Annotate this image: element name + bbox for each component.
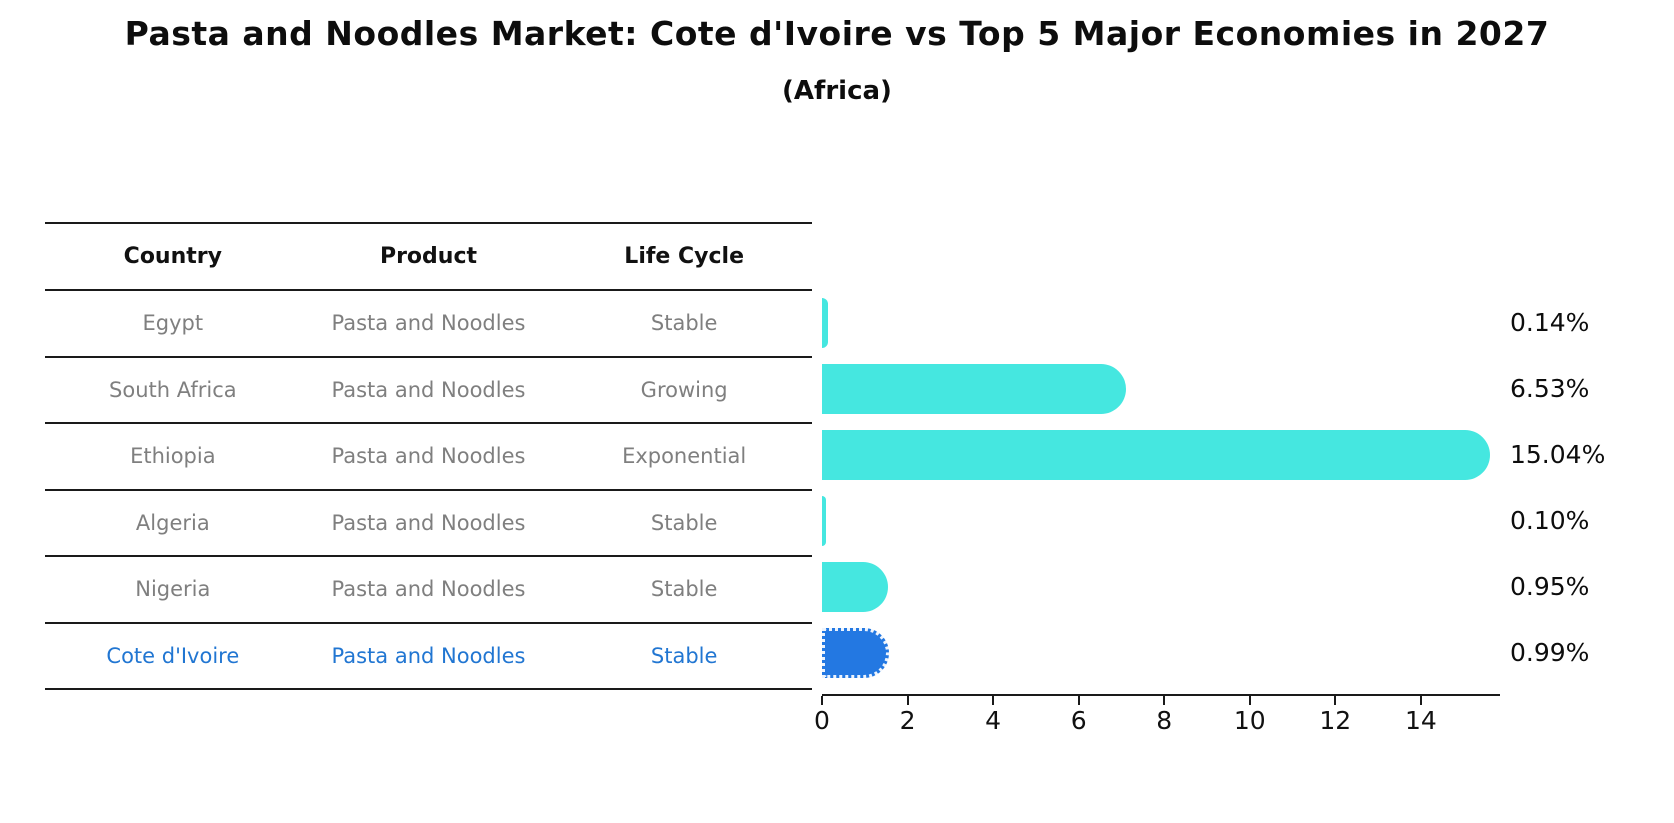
- x-axis-tick-label: 4: [985, 706, 1002, 735]
- table-row: Algeria Pasta and Noodles Stable: [45, 489, 812, 557]
- x-axis-tick-mark: [906, 696, 909, 705]
- x-axis-tick-label: 2: [899, 706, 916, 735]
- cell-product: Pasta and Noodles: [300, 556, 557, 624]
- chart-title: Pasta and Noodles Market: Cote d'Ivoire …: [124, 14, 1550, 53]
- x-axis-line: [822, 694, 1500, 696]
- x-axis-tick-label: 6: [1070, 706, 1087, 735]
- cell-life-cycle: Exponential: [556, 423, 812, 491]
- cell-country: Ethiopia: [45, 423, 301, 491]
- cell-life-cycle: Stable: [556, 622, 812, 690]
- cell-product: Pasta and Noodles: [300, 622, 557, 690]
- x-axis-tick-label: 0: [814, 706, 830, 735]
- cell-life-cycle: Stable: [556, 556, 812, 624]
- bar-nigeria: [822, 562, 888, 612]
- table-row: South Africa Pasta and Noodles Growing: [45, 356, 812, 424]
- table-row: Egypt Pasta and Noodles Stable: [45, 290, 812, 358]
- cell-country: Cote d'Ivoire: [45, 622, 301, 690]
- cell-country: Egypt: [45, 290, 301, 358]
- x-axis-tick-label: 8: [1156, 706, 1173, 735]
- cell-country: South Africa: [45, 356, 301, 424]
- value-label: 0.10%: [1510, 506, 1590, 535]
- x-axis-tick-label: 10: [1233, 706, 1266, 735]
- x-axis-tick-mark: [1163, 696, 1166, 705]
- table-row: Cote d'Ivoire Pasta and Noodles Stable: [45, 622, 812, 690]
- cell-product: Pasta and Noodles: [300, 290, 557, 358]
- bar-ethiopia: [822, 430, 1491, 480]
- bar-egypt: [822, 298, 828, 348]
- bar-south-africa: [822, 364, 1127, 414]
- x-axis-tick-label: 12: [1319, 706, 1352, 735]
- bar-cote-d-ivoire: [822, 628, 890, 678]
- column-header-product: Product: [300, 222, 557, 291]
- x-axis-tick-mark: [1248, 696, 1251, 705]
- x-axis-tick-mark: [1419, 696, 1422, 705]
- bar-algeria: [822, 496, 827, 546]
- x-axis-tick-mark: [1334, 696, 1337, 705]
- column-header-life-cycle: Life Cycle: [556, 222, 812, 291]
- cell-life-cycle: Growing: [556, 356, 812, 424]
- value-label: 6.53%: [1510, 374, 1590, 403]
- cell-life-cycle: Stable: [556, 290, 812, 358]
- value-label: 0.95%: [1510, 572, 1590, 601]
- x-axis-tick-label: 14: [1404, 706, 1437, 735]
- table-row: Nigeria Pasta and Noodles Stable: [45, 556, 812, 624]
- value-label: 0.14%: [1510, 308, 1590, 337]
- x-axis-tick-mark: [821, 696, 823, 705]
- x-axis-tick-mark: [1077, 696, 1080, 705]
- cell-product: Pasta and Noodles: [300, 423, 557, 491]
- column-header-country: Country: [45, 222, 301, 291]
- country-info-table: Country Product Life Cycle Egypt Pasta an…: [45, 222, 812, 690]
- x-axis-tick-mark: [992, 696, 995, 705]
- value-label: 15.04%: [1510, 440, 1606, 469]
- cell-product: Pasta and Noodles: [300, 489, 557, 557]
- table-header: Country Product Life Cycle: [45, 222, 812, 291]
- table-body: Egypt Pasta and Noodles Stable South Africa…: [45, 290, 812, 690]
- cell-product: Pasta and Noodles: [300, 356, 557, 424]
- table-row: Ethiopia Pasta and Noodles Exponential: [45, 423, 812, 491]
- cell-life-cycle: Stable: [556, 489, 812, 557]
- cell-country: Nigeria: [45, 556, 301, 624]
- cell-country: Algeria: [45, 489, 301, 557]
- value-label: 0.99%: [1510, 638, 1590, 667]
- chart-subtitle: (Africa): [782, 76, 892, 106]
